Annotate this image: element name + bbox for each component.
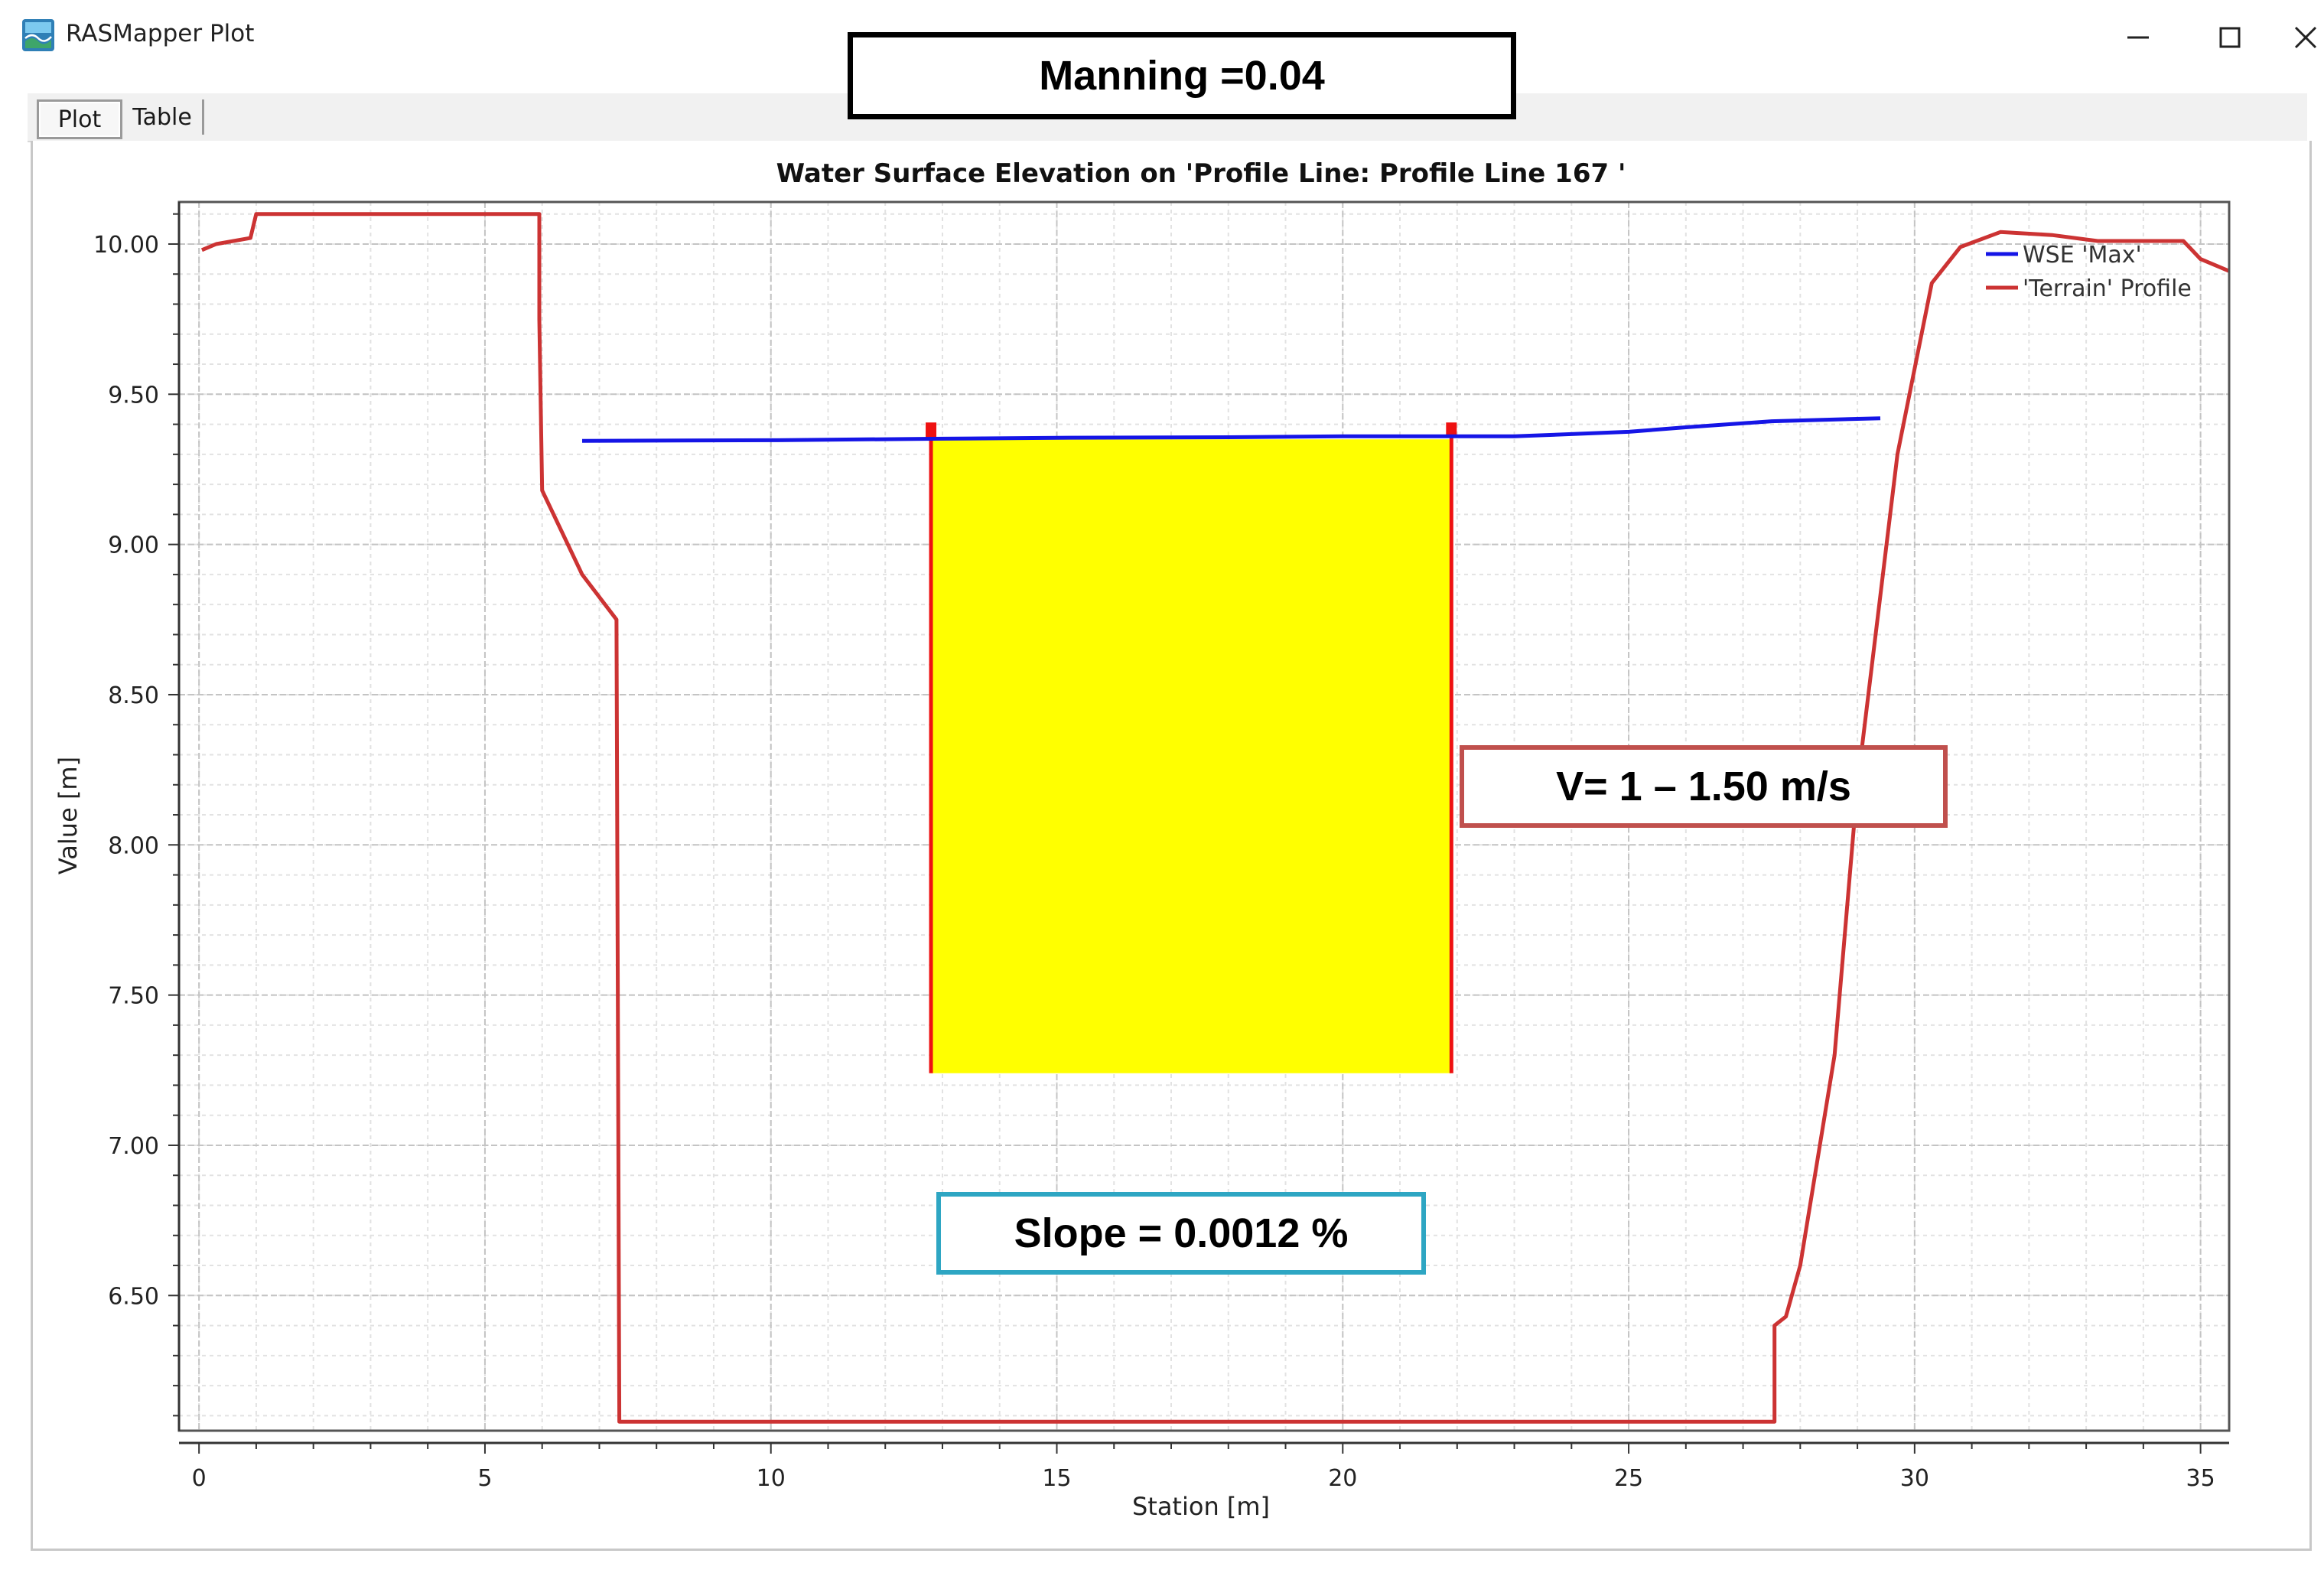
rasmapper-app-icon (22, 19, 54, 51)
x-tick-label: 20 (1328, 1465, 1357, 1492)
chart-title: Water Surface Elevation on 'Profile Line… (776, 158, 1626, 189)
legend-label: WSE 'Max' (2023, 242, 2142, 269)
highlight-region (926, 422, 1457, 1073)
slope-annotation: Slope = 0.0012 % (936, 1192, 1426, 1275)
wse-max-line (581, 416, 1881, 443)
series-layer (200, 212, 2230, 1424)
x-axis-label: Station [m] (1132, 1492, 1270, 1521)
x-tick-label: 30 (1900, 1465, 1929, 1492)
highlight-marker (1446, 422, 1457, 438)
y-tick-label: 9.50 (108, 382, 159, 409)
velocity-annotation: V= 1 – 1.50 m/s (1460, 745, 1948, 828)
highlight-rect (931, 439, 1452, 1073)
maximize-icon (2219, 27, 2241, 48)
tab-plot[interactable]: Plot (37, 99, 122, 139)
y-tick-label: 8.00 (108, 832, 159, 859)
maximize-button[interactable] (2195, 11, 2264, 64)
window-title: RASMapper Plot (66, 20, 255, 47)
close-icon (2294, 26, 2317, 49)
x-tick-label: 15 (1042, 1465, 1071, 1492)
x-tick-label: 0 (192, 1465, 207, 1492)
y-tick-label: 7.50 (108, 983, 159, 1010)
y-tick-label: 6.50 (108, 1283, 159, 1310)
terrain-profile-line (200, 212, 2230, 1424)
tab-table[interactable]: Table (122, 99, 204, 135)
close-button[interactable] (2287, 11, 2324, 64)
y-axis-label: Value [m] (54, 757, 83, 874)
x-tick-label: 25 (1614, 1465, 1643, 1492)
legend-label: 'Terrain' Profile (2023, 275, 2192, 302)
x-tick-label: 5 (477, 1465, 492, 1492)
highlight-marker (926, 422, 937, 438)
y-tick-label: 8.50 (108, 682, 159, 709)
axes: 0 5 10 15 20 25 30 35 6.50 7.00 7.50 8.00 8.50 9.00 9.… (93, 202, 2229, 1492)
minimize-icon (2127, 36, 2149, 39)
legend: WSE 'Max' 'Terrain' Profile (1986, 242, 2192, 302)
y-tick-label: 10.00 (93, 232, 159, 259)
y-tick-label: 7.00 (108, 1133, 159, 1160)
y-tick-label: 9.00 (108, 532, 159, 559)
manning-annotation: Manning =0.04 (848, 32, 1516, 119)
x-tick-label: 10 (757, 1465, 786, 1492)
x-tick-label: 35 (2186, 1465, 2215, 1492)
minimize-button[interactable] (2104, 11, 2173, 64)
